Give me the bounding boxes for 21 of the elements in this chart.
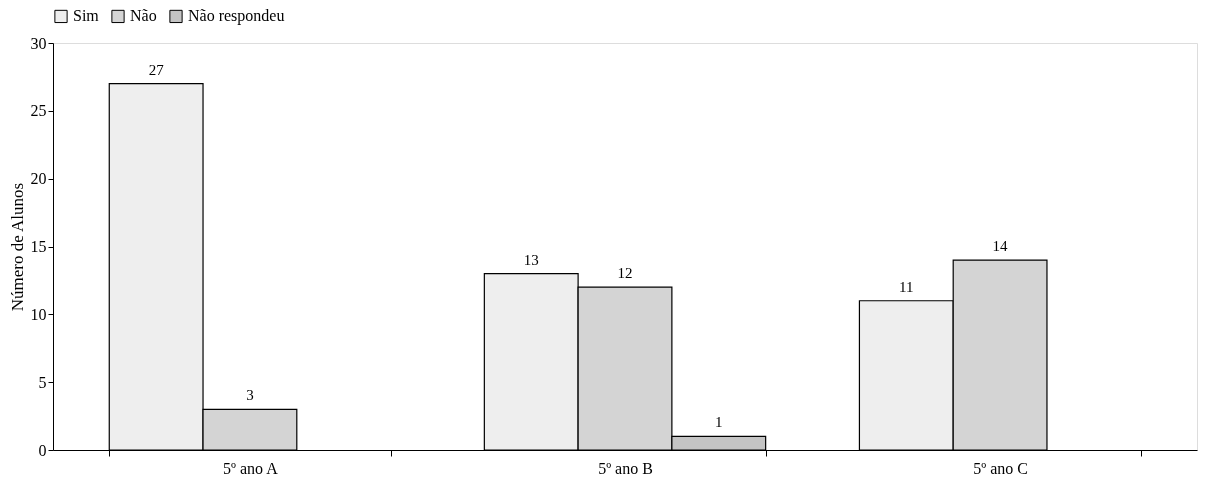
y-tick-label: 15 <box>30 238 47 255</box>
data-label: 3 <box>246 387 254 404</box>
data-label: 27 <box>148 61 165 78</box>
y-tick-label: 25 <box>30 102 47 120</box>
data-label: 1 <box>715 414 723 431</box>
data-label: 12 <box>617 265 633 282</box>
x-tick-label: 5º ano B <box>598 459 653 477</box>
y-tick-label: 5 <box>38 373 47 391</box>
y-tick-label: 10 <box>30 305 47 323</box>
x-tick-label: 5º ano A <box>223 459 279 477</box>
y-tick-label: 0 <box>38 441 47 459</box>
data-label: 13 <box>523 251 539 268</box>
x-tick-label: 5º ano C <box>973 459 1028 477</box>
y-tick-label: 30 <box>30 34 47 52</box>
y-tick-label: 20 <box>30 170 47 188</box>
data-label: 11 <box>899 278 914 295</box>
y-axis-title: Número de Alunos <box>7 182 27 312</box>
data-label: 14 <box>992 238 1009 255</box>
legend-label: Sim <box>73 7 100 25</box>
legend-label: Não <box>130 7 157 25</box>
legend-label: Não respondeu <box>188 7 285 26</box>
